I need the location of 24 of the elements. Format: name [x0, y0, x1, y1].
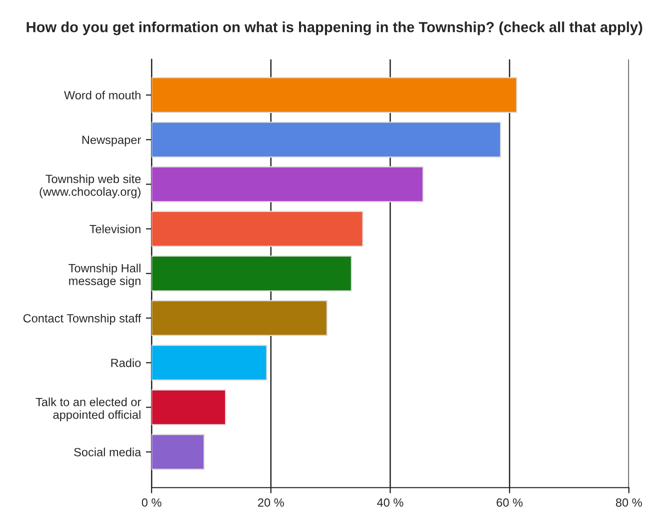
bar [152, 434, 205, 470]
bar [152, 166, 424, 202]
x-tick-label: 80 % [616, 498, 642, 507]
bar [152, 389, 226, 426]
bar [152, 344, 268, 381]
x-tick-label: 0 % [142, 498, 162, 507]
x-tick-label: 60 % [496, 498, 523, 507]
y-tick-label: Newspaper [82, 136, 141, 146]
y-tick-label: Word of mouth [64, 90, 140, 100]
y-tick-label: Township web site (www.chocolay.org) [40, 174, 141, 198]
y-tick-label: Social media [74, 448, 142, 456]
y-tick-label: Television [90, 224, 140, 234]
chart-title: How do you get information on what is happening in the Township? (check all that apply) [26, 22, 642, 36]
bar [152, 122, 502, 158]
x-tick-label: 40 % [377, 498, 404, 507]
bar [152, 300, 328, 336]
bar [152, 77, 518, 113]
y-tick-label: Contact Township staff [23, 314, 142, 325]
bar [152, 210, 364, 247]
x-tick-label: 20 % [258, 498, 284, 507]
y-tick-label: Radio [111, 358, 141, 368]
bar [152, 256, 352, 292]
y-tick-label: Talk to an elected or appointed official [36, 398, 141, 422]
y-tick-label: Township Hall message sign [68, 264, 140, 288]
